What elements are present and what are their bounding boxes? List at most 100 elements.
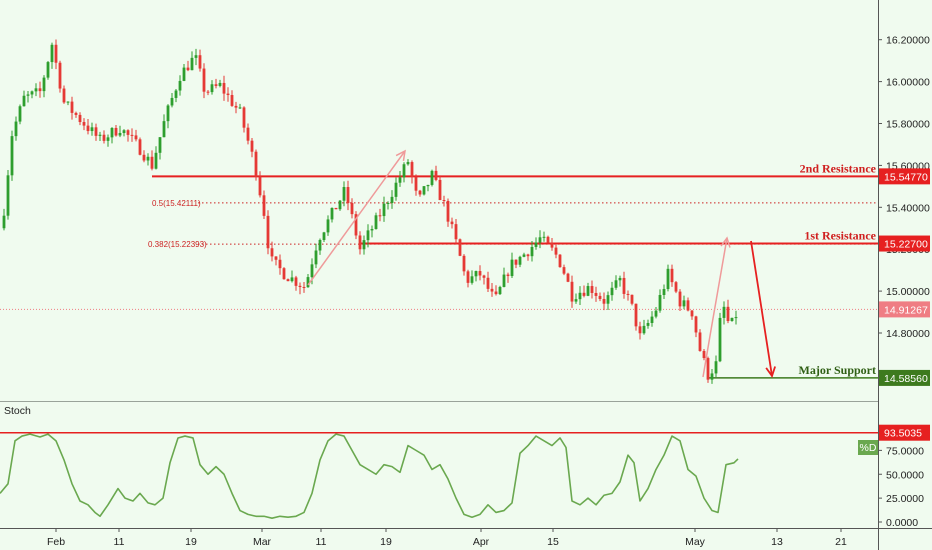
osc-tick-label: 75.0000: [886, 445, 924, 457]
candle-body: [554, 247, 558, 255]
candle-body: [26, 94, 30, 96]
candle-body: [506, 274, 510, 277]
candle-body: [310, 264, 314, 278]
candle-body: [290, 277, 294, 282]
candle-body: [114, 127, 118, 136]
candle-body: [282, 268, 286, 280]
candle-body: [502, 274, 506, 287]
candle-body: [526, 254, 530, 257]
candle-body: [106, 137, 110, 141]
price-tick-label: 16.20000: [886, 35, 930, 47]
candle-body: [154, 152, 158, 169]
candle-body: [286, 279, 290, 282]
candle-body: [222, 82, 226, 94]
candle-body: [398, 177, 402, 183]
candle-body: [6, 175, 10, 216]
series-badge: [858, 440, 878, 455]
candle-body: [314, 250, 318, 265]
candle-body: [10, 136, 14, 176]
candle-body: [42, 77, 46, 92]
candle-body: [258, 176, 262, 196]
candle-body: [642, 325, 646, 334]
time-tick-label: 21: [835, 536, 847, 548]
candle-body: [614, 280, 618, 288]
candle-body: [226, 93, 230, 96]
candle-body: [486, 277, 490, 289]
candle-body: [362, 240, 366, 250]
candle-body: [142, 154, 146, 161]
candle-body: [322, 232, 326, 240]
candle-body: [650, 316, 654, 323]
candle-body: [630, 294, 634, 304]
candle-body: [134, 135, 138, 140]
candle-body: [370, 229, 374, 231]
candle-body: [46, 62, 50, 78]
candle-body: [202, 68, 206, 92]
candle-body: [190, 57, 194, 71]
candle-body: [442, 200, 446, 202]
candle-body: [434, 170, 438, 180]
candle-body: [546, 236, 550, 243]
candle-body: [22, 95, 26, 107]
price-tick-label: 14.80000: [886, 328, 930, 340]
time-tick-label: 11: [316, 536, 327, 548]
projection-arrow-up-2-head: [720, 236, 731, 248]
candle-body: [218, 82, 222, 86]
candle-body: [674, 282, 678, 292]
time-tick-label: Feb: [47, 536, 65, 548]
time-tick-label: 19: [380, 536, 392, 548]
candle-body: [494, 291, 498, 295]
candle-body: [146, 156, 150, 161]
candle-body: [130, 134, 134, 136]
series-badge-label: %D: [860, 442, 877, 454]
candle-body: [522, 254, 526, 257]
candle-body: [694, 316, 698, 333]
candle-body: [110, 127, 114, 138]
price-tick-label: 15.40000: [886, 202, 930, 214]
time-tick-label: 19: [185, 536, 197, 548]
candle-body: [654, 310, 658, 317]
candle-body: [570, 281, 574, 302]
candle-body: [414, 176, 418, 191]
candle-body: [250, 140, 254, 152]
candle-body: [390, 196, 394, 203]
candle-body: [706, 358, 710, 380]
candle-body: [342, 187, 346, 201]
candle-body: [474, 271, 478, 277]
candle-body: [530, 246, 534, 257]
level-name: 2nd Resistance: [800, 161, 877, 175]
candle-body: [606, 295, 610, 304]
candle-body: [98, 134, 102, 136]
candle-body: [610, 287, 614, 296]
candle-body: [182, 67, 186, 81]
candle-body: [470, 276, 474, 283]
fib-label: 0.382(15.22393): [148, 240, 207, 249]
candle-body: [294, 277, 298, 286]
candle-body: [58, 62, 62, 89]
candle-body: [18, 106, 22, 122]
candle-body: [270, 248, 274, 257]
candle-body: [458, 239, 462, 256]
candle-body: [198, 55, 202, 69]
candle-body: [534, 242, 538, 247]
candle-body: [174, 90, 178, 98]
support-tag: [879, 369, 930, 386]
projection-arrow-up-head: [395, 149, 406, 161]
candle-body: [598, 295, 602, 299]
candle-body: [730, 317, 734, 321]
candle-body: [386, 202, 390, 204]
candle-body: [514, 259, 518, 265]
price-tick-label: 15.00000: [886, 286, 930, 298]
candle-body: [82, 122, 86, 126]
candle-body: [210, 84, 214, 93]
time-tick-label: 15: [547, 536, 559, 548]
candle-body: [590, 286, 594, 293]
candle-body: [710, 373, 714, 380]
candle-body: [298, 285, 302, 287]
candle-body: [318, 239, 322, 251]
candle-body: [422, 186, 426, 195]
candle-body: [2, 215, 6, 229]
candle-body: [138, 139, 142, 155]
candle-body: [302, 286, 306, 288]
